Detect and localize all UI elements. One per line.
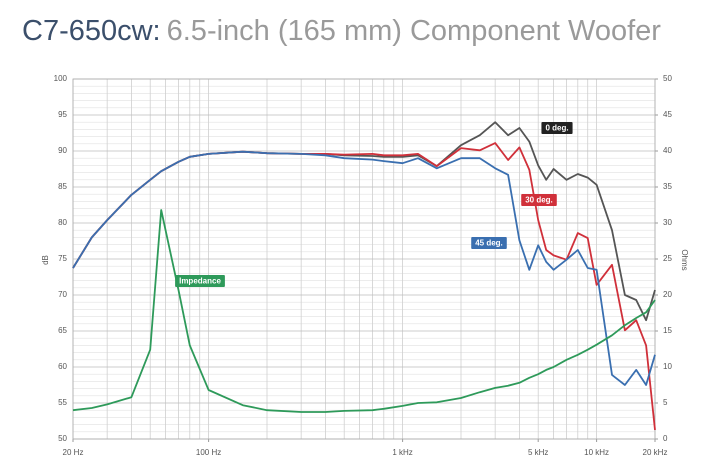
- y-axis-label: dB: [41, 255, 50, 265]
- x-tick-label: 20 kHz: [643, 448, 668, 457]
- y2-tick-label: 40: [663, 146, 672, 155]
- y2-tick-label: 30: [663, 218, 672, 227]
- y-tick-label: 50: [58, 434, 67, 443]
- series-line: [72, 142, 656, 431]
- series-label: 30 deg.: [521, 194, 557, 206]
- x-tick-label: 1 kHz: [392, 448, 412, 457]
- series-label-text: Impedance: [179, 277, 221, 286]
- series-label-text: 45 deg.: [475, 239, 503, 248]
- y-tick-label: 80: [58, 218, 67, 227]
- y-tick-label: 60: [58, 362, 67, 371]
- y2-tick-label: 50: [663, 74, 672, 83]
- y-tick-label: 75: [58, 254, 67, 263]
- series-label-box: [541, 122, 573, 134]
- series-label-text: 0 deg.: [545, 124, 568, 133]
- y-tick-label: 95: [58, 110, 67, 119]
- y-tick-label: 90: [58, 146, 67, 155]
- series-line: [72, 209, 656, 413]
- y2-tick-label: 10: [663, 362, 672, 371]
- x-tick-label: 5 kHz: [528, 448, 548, 457]
- series-label: 45 deg.: [471, 237, 507, 249]
- chart-title: C7-650cw: 6.5-inch (165 mm) Component Woo…: [22, 15, 661, 47]
- series-label: Impedance: [175, 275, 225, 287]
- y2-tick-label: 5: [663, 398, 668, 407]
- y2-tick-label: 20: [663, 290, 672, 299]
- series-line: [72, 150, 656, 386]
- plot-border: [72, 78, 656, 440]
- series-label-box: [471, 237, 507, 249]
- y2-axis-label: Ohms: [680, 249, 689, 270]
- y2-tick-label: 45: [663, 110, 672, 119]
- title: C7-650cw:: [22, 15, 161, 47]
- series-label-text: 30 deg.: [525, 196, 553, 205]
- y-tick-label: 85: [58, 182, 67, 191]
- y2-tick-label: 15: [663, 326, 672, 335]
- y-tick-label: 100: [54, 74, 68, 83]
- series-label-box: [175, 275, 225, 287]
- y-tick-label: 70: [58, 290, 67, 299]
- subtitle: 6.5-inch (165 mm) Component Woofer: [167, 15, 662, 47]
- y2-tick-label: 25: [663, 254, 672, 263]
- series-label: 0 deg.: [541, 122, 573, 134]
- y-tick-label: 55: [58, 398, 67, 407]
- y2-tick-label: 35: [663, 182, 672, 191]
- x-tick-label: 10 kHz: [584, 448, 609, 457]
- y-tick-label: 65: [58, 326, 67, 335]
- y2-tick-label: 0: [663, 434, 668, 443]
- x-tick-label: 20 Hz: [63, 448, 84, 457]
- series-label-box: [521, 194, 557, 206]
- x-tick-label: 100 Hz: [196, 448, 221, 457]
